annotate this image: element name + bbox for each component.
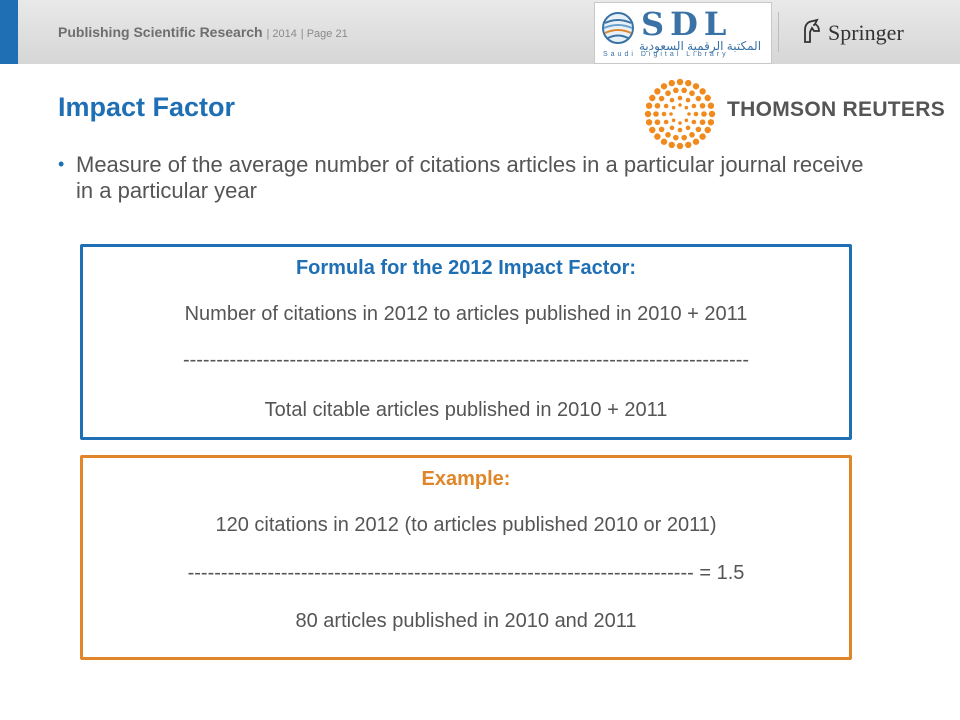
formula-box: Formula for the 2012 Impact Factor: Numb… xyxy=(80,244,852,440)
logo-dot xyxy=(704,126,711,134)
logo-dot xyxy=(684,105,689,110)
logo-dot xyxy=(658,95,665,102)
formula-numerator: Number of citations in 2012 to articles … xyxy=(184,303,748,325)
logo-dot xyxy=(692,83,700,90)
logo-dot xyxy=(681,134,687,141)
example-box: Example: 120 citations in 2012 (to artic… xyxy=(80,455,852,660)
logo-dot xyxy=(653,111,659,117)
logo-dot xyxy=(663,119,669,125)
logo-dot xyxy=(676,142,684,150)
formula-denominator: Total citable articles published in 2010… xyxy=(264,399,668,421)
logo-dot xyxy=(673,134,679,141)
example-divider-result: ----------------------------------------… xyxy=(187,562,745,584)
logo-dot xyxy=(699,119,706,126)
logo-dot xyxy=(661,111,667,117)
logo-dot xyxy=(708,110,716,118)
logo-dot xyxy=(707,102,715,109)
logo-dot xyxy=(669,112,673,116)
header-year: | 2014 xyxy=(266,28,297,40)
logo-dot xyxy=(645,102,653,109)
logo-dot xyxy=(649,126,656,134)
logo-dot xyxy=(665,131,671,138)
logo-dot xyxy=(668,141,675,149)
logo-dot xyxy=(654,119,661,126)
logo-dot xyxy=(707,119,715,126)
header-page-number: | Page 21 xyxy=(300,28,348,40)
sdl-letters: SDL xyxy=(641,5,733,43)
logo-dot xyxy=(685,79,692,87)
logo-dot xyxy=(678,121,682,125)
logo-dot xyxy=(644,110,652,118)
logo-dot xyxy=(665,90,671,97)
logo-dot xyxy=(654,133,661,140)
logo-dot xyxy=(673,87,679,94)
logo-dot xyxy=(692,138,700,145)
sdl-arabic-name: المكتبة الرقمية السعودية xyxy=(639,39,762,53)
springer-name: Springer xyxy=(828,20,904,45)
slide-title: Impact Factor xyxy=(58,92,236,122)
slide-header: Publishing Scientific Research | 2014 | … xyxy=(0,0,960,64)
logo-dot xyxy=(649,94,656,102)
logo-dot xyxy=(691,103,697,109)
logo-dot xyxy=(681,87,687,94)
header-accent-bar xyxy=(0,0,18,64)
logo-dot xyxy=(654,88,661,95)
header-caption: Publishing Scientific Research | 2014 | … xyxy=(58,24,348,40)
formula-heading: Formula for the 2012 Impact Factor: xyxy=(295,257,637,279)
logo-dot xyxy=(684,118,689,123)
sdl-globe-icon xyxy=(602,12,634,44)
logo-dot xyxy=(687,112,691,116)
example-numerator: 120 citations in 2012 (to articles publi… xyxy=(215,514,717,536)
example-denominator: 80 articles published in 2010 and 2011 xyxy=(295,610,637,632)
logo-dot xyxy=(691,119,697,125)
logo-dot xyxy=(654,102,661,109)
logo-dot xyxy=(663,103,669,109)
sdl-subtitle: Saudi Digital Library xyxy=(603,51,729,58)
logo-dot xyxy=(671,105,676,110)
logo-dot xyxy=(645,119,653,126)
logo-dot xyxy=(689,131,695,138)
sdl-logo: SDL المكتبة الرقمية السعودية Saudi Digit… xyxy=(594,2,772,64)
logo-dot xyxy=(671,118,676,123)
bullet-item: • Measure of the average number of citat… xyxy=(58,152,868,204)
logo-dot xyxy=(669,97,675,103)
logo-dot xyxy=(695,95,702,102)
logo-dot xyxy=(658,126,665,133)
bullet-text: Measure of the average number of citatio… xyxy=(76,152,864,203)
logo-dot xyxy=(699,88,706,95)
logo-dot xyxy=(660,138,668,145)
logo-dot xyxy=(701,111,707,117)
logo-dot xyxy=(669,125,675,131)
logo-dot xyxy=(685,141,692,149)
header-divider xyxy=(778,12,779,52)
logo-dot xyxy=(695,126,702,133)
formula-divider: ----------------------------------------… xyxy=(182,349,750,371)
springer-horse-icon xyxy=(804,18,820,43)
logo-dot xyxy=(660,83,668,90)
logo-dot xyxy=(699,102,706,109)
logo-dot xyxy=(685,97,691,103)
bullet-dot-icon: • xyxy=(58,154,65,174)
logo-dot xyxy=(678,103,682,107)
thomson-reuters-wordmark: THOMSON REUTERS xyxy=(727,98,946,121)
logo-dot xyxy=(677,95,683,101)
header-title: Publishing Scientific Research xyxy=(58,24,263,40)
logo-dot xyxy=(704,94,711,102)
logo-dot xyxy=(689,90,695,97)
example-heading: Example: xyxy=(421,468,511,490)
logo-dot xyxy=(677,127,683,133)
logo-dot xyxy=(676,78,684,86)
thomson-reuters-dots-icon xyxy=(644,78,716,150)
logo-dot xyxy=(685,125,691,131)
logo-dot xyxy=(693,111,699,117)
logo-dot xyxy=(699,133,706,140)
logo-dot xyxy=(668,79,675,87)
